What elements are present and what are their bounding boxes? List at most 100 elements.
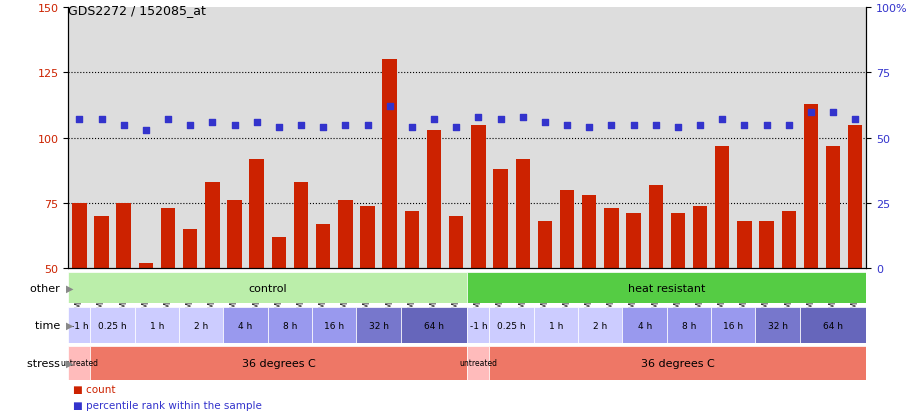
Bar [449, 216, 463, 268]
Bar [578, 308, 622, 343]
Point [693, 122, 707, 129]
Bar [471, 125, 486, 268]
Point [271, 125, 286, 131]
Bar [138, 263, 153, 268]
Text: -1 h: -1 h [70, 321, 88, 330]
Text: other: other [30, 283, 64, 293]
Text: -1 h: -1 h [470, 321, 487, 330]
Point [737, 122, 752, 129]
Text: ▶: ▶ [66, 283, 73, 293]
Bar [90, 346, 468, 380]
Point [604, 122, 619, 129]
Bar [360, 206, 375, 268]
Text: 4 h: 4 h [638, 321, 652, 330]
Text: time: time [35, 320, 64, 330]
Bar [538, 222, 552, 268]
Text: 16 h: 16 h [723, 321, 743, 330]
Bar [68, 346, 90, 380]
Text: stress: stress [27, 358, 64, 368]
Point [560, 122, 574, 129]
Point [183, 122, 197, 129]
Text: ■ count: ■ count [73, 384, 116, 394]
Point [360, 122, 375, 129]
Text: GDS2272 / 152085_at: GDS2272 / 152085_at [68, 4, 207, 17]
Point [493, 117, 508, 123]
Point [72, 117, 86, 123]
Text: 36 degrees C: 36 degrees C [242, 358, 316, 368]
Bar [515, 159, 530, 268]
Bar [316, 224, 330, 268]
Point [161, 117, 176, 123]
Point [515, 114, 530, 121]
Text: 16 h: 16 h [324, 321, 344, 330]
Bar [848, 125, 863, 268]
Bar [800, 308, 866, 343]
Bar [782, 211, 796, 268]
Bar [95, 216, 108, 268]
Bar [400, 308, 468, 343]
Point [804, 109, 818, 116]
Bar [622, 308, 667, 343]
Point [382, 104, 397, 110]
Point [715, 117, 730, 123]
Point [116, 122, 131, 129]
Text: 1 h: 1 h [549, 321, 563, 330]
Bar [582, 196, 596, 268]
Point [138, 127, 153, 134]
Text: 0.25 h: 0.25 h [98, 321, 126, 330]
Bar [468, 308, 490, 343]
Bar [382, 60, 397, 268]
Text: 32 h: 32 h [768, 321, 788, 330]
Bar [228, 201, 242, 268]
Text: 2 h: 2 h [194, 321, 208, 330]
Bar [626, 214, 641, 268]
Bar [405, 211, 420, 268]
Bar [135, 308, 179, 343]
Point [671, 125, 685, 131]
Bar [90, 308, 135, 343]
Bar [715, 146, 730, 268]
Bar [671, 214, 685, 268]
Bar [826, 146, 840, 268]
Bar [183, 230, 197, 268]
Point [405, 125, 420, 131]
Text: 64 h: 64 h [424, 321, 444, 330]
Bar [272, 237, 286, 268]
Point [95, 117, 109, 123]
Text: ■ percentile rank within the sample: ■ percentile rank within the sample [73, 400, 262, 410]
Bar [68, 273, 468, 304]
Bar [711, 308, 755, 343]
Bar [804, 104, 818, 268]
Bar [224, 308, 268, 343]
Bar [468, 346, 490, 380]
Point [649, 122, 663, 129]
Bar [493, 170, 508, 268]
Point [471, 114, 486, 121]
Bar [116, 204, 131, 268]
Point [427, 117, 441, 123]
Text: control: control [248, 283, 287, 293]
Point [782, 122, 796, 129]
Point [205, 119, 219, 126]
Text: ▶: ▶ [66, 358, 73, 368]
Bar [312, 308, 357, 343]
Bar [534, 308, 578, 343]
Text: 8 h: 8 h [682, 321, 696, 330]
Text: heat resistant: heat resistant [628, 283, 705, 293]
Bar [205, 183, 219, 268]
Bar [737, 222, 752, 268]
Text: 0.25 h: 0.25 h [497, 321, 526, 330]
Bar [427, 131, 441, 268]
Point [759, 122, 774, 129]
Bar [357, 308, 400, 343]
Point [848, 117, 863, 123]
Bar [667, 308, 711, 343]
Point [581, 125, 596, 131]
Text: 1 h: 1 h [150, 321, 164, 330]
Bar [693, 206, 707, 268]
Bar [468, 273, 866, 304]
Bar [759, 222, 774, 268]
Bar [490, 308, 534, 343]
Text: 4 h: 4 h [238, 321, 253, 330]
Point [825, 109, 840, 116]
